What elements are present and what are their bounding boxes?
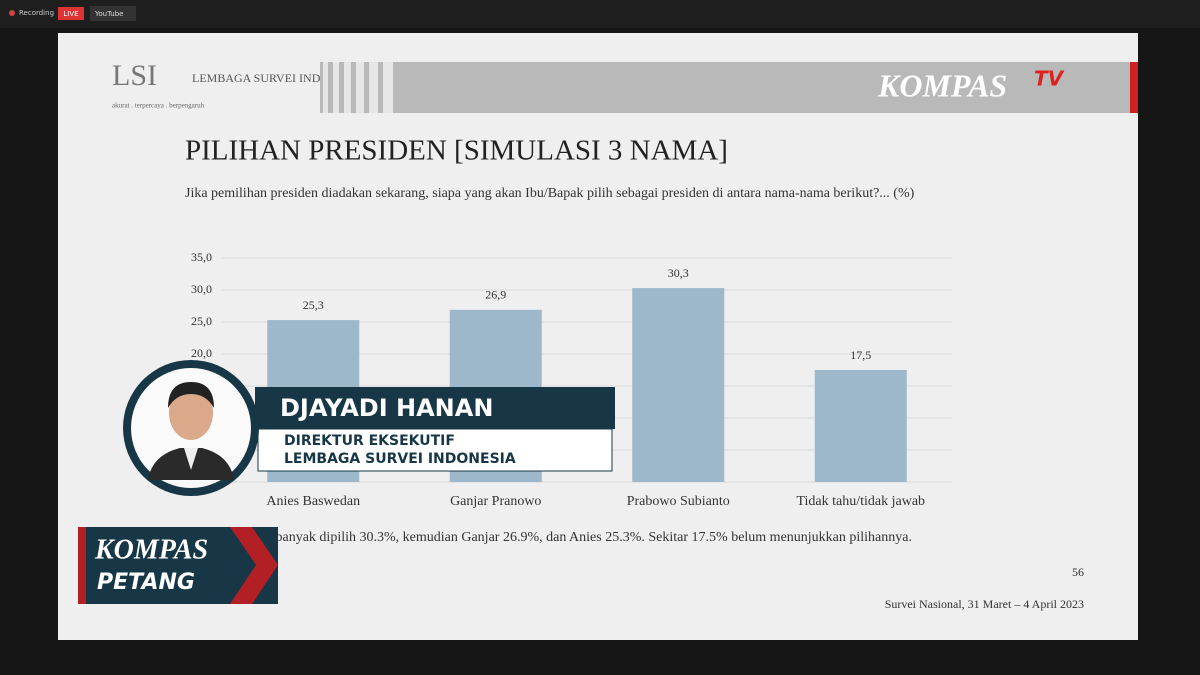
program-line1: KOMPAS bbox=[94, 534, 208, 565]
program-line2: PETANG bbox=[97, 570, 195, 595]
broadcaster-suffix: TV bbox=[1034, 67, 1065, 91]
recording-label: Recording bbox=[19, 9, 54, 17]
person-name: DJAYADI HANAN bbox=[280, 394, 493, 422]
header-band bbox=[320, 62, 1130, 113]
y-tick-label: 30,0 bbox=[191, 282, 212, 296]
photo-shirt bbox=[184, 448, 198, 470]
x-tick-label: Ganjar Pranowo bbox=[450, 494, 541, 509]
bar bbox=[632, 288, 725, 482]
broadcaster: KOMPAS bbox=[877, 67, 1007, 103]
x-tick-label: Tidak tahu/tidak jawab bbox=[796, 494, 925, 509]
chart-title: PILIHAN PRESIDEN [SIMULASI 3 NAMA] bbox=[185, 135, 728, 167]
platform-label[interactable]: YouTube bbox=[94, 10, 123, 18]
rec-dot bbox=[9, 10, 15, 16]
header-accent bbox=[1130, 62, 1138, 113]
header-stripes bbox=[323, 62, 393, 113]
slide-note: ng banyak dipilih 30.3%, kemudian Ganjar… bbox=[258, 530, 912, 545]
program-badge: KOMPAS PETANG bbox=[78, 527, 278, 604]
role-box bbox=[257, 428, 613, 472]
chart-subtitle: Jika pemilihan presiden diadakan sekaran… bbox=[185, 186, 915, 201]
program-accent bbox=[78, 527, 86, 604]
value-label: 26,9 bbox=[485, 288, 506, 302]
person-org: LEMBAGA SURVEI INDONESIA bbox=[284, 451, 516, 467]
name-box bbox=[255, 387, 615, 429]
value-label: 30,3 bbox=[668, 266, 689, 280]
slide-source: Survei Nasional, 31 Maret – 4 April 2023 bbox=[885, 597, 1084, 611]
y-tick-label: 25,0 bbox=[191, 314, 212, 328]
person-role: DIREKTUR EKSEKUTIF bbox=[284, 433, 455, 449]
value-label: 25,3 bbox=[303, 298, 324, 312]
platform-box[interactable] bbox=[90, 6, 136, 21]
x-tick-label: Prabowo Subianto bbox=[627, 494, 730, 509]
y-tick-label: 20,0 bbox=[191, 346, 212, 360]
y-tick-label: 35,0 bbox=[191, 250, 212, 264]
lower-third: DJAYADI HANAN DIREKTUR EKSEKUTIF LEMBAGA… bbox=[123, 360, 615, 496]
live-label: LIVE bbox=[63, 10, 78, 18]
page-number: 56 bbox=[1072, 565, 1084, 579]
photo-hair bbox=[168, 382, 214, 408]
top-bar bbox=[0, 0, 1200, 28]
live-badge bbox=[58, 7, 84, 20]
value-label: 17,5 bbox=[850, 348, 871, 362]
program-chevron bbox=[230, 527, 278, 604]
photo-face bbox=[169, 386, 213, 440]
logo-tagline: akurat . terpercaya . berpengaruh bbox=[112, 102, 205, 110]
bar bbox=[814, 370, 907, 482]
logo-mark: LSI bbox=[112, 59, 157, 92]
x-tick-label: Anies Baswedan bbox=[266, 494, 360, 509]
